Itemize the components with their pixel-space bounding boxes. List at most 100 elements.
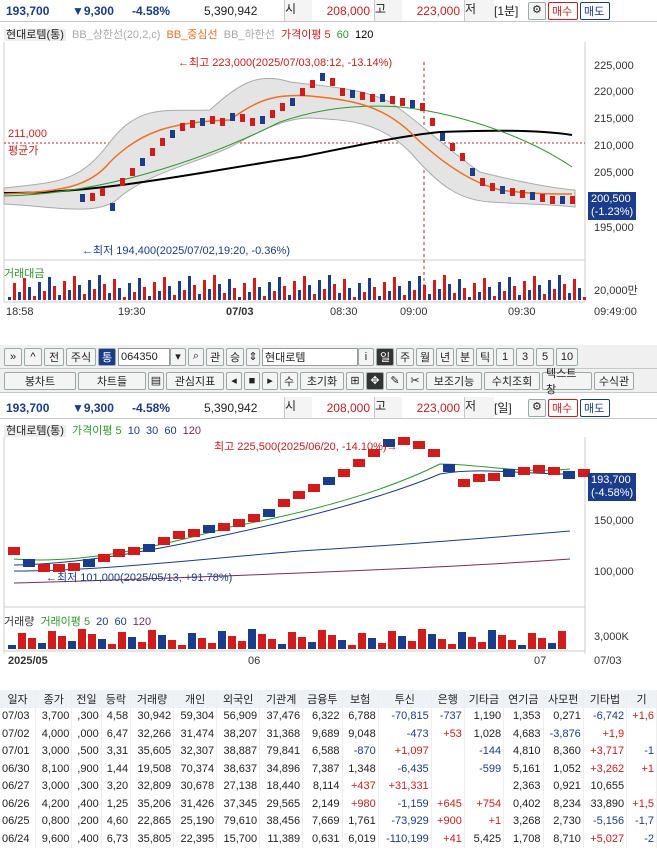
- market-all-button[interactable]: 전: [44, 347, 64, 366]
- table-cell: -70,815: [378, 707, 432, 725]
- volume-bar: [268, 639, 276, 649]
- collapse-icon[interactable]: »: [4, 347, 22, 366]
- column-header[interactable]: 기타금: [464, 690, 505, 708]
- volume-bar: [228, 279, 231, 300]
- gear-icon[interactable]: ⚙: [528, 398, 546, 417]
- market-stock-button[interactable]: 주식: [66, 347, 96, 366]
- num-button[interactable]: 1: [496, 347, 514, 366]
- compare-button[interactable]: 승: [226, 347, 244, 366]
- candle: [220, 118, 225, 126]
- column-header[interactable]: 연기금: [503, 690, 544, 708]
- column-header[interactable]: 사모펀: [543, 690, 584, 708]
- daily-chart[interactable]: 현대로템(통) 가격이평 5 10 30 60 120 최고 225,500(2…: [0, 419, 657, 669]
- table-row[interactable]: 07/03 3,700,300 4,58 30,942 59,304 56,909 37,4…: [0, 707, 657, 725]
- num-button[interactable]: 3: [516, 347, 534, 366]
- open-label: 시: [284, 0, 312, 21]
- table-cell: 06/30: [0, 760, 37, 778]
- column-header[interactable]: 일자: [0, 690, 37, 708]
- aux-button[interactable]: 보조기능: [426, 371, 482, 390]
- period-i-button[interactable]: i: [358, 347, 374, 366]
- candle: [200, 118, 205, 126]
- column-header[interactable]: 보험: [342, 690, 379, 708]
- column-header[interactable]: 기관계: [259, 690, 304, 708]
- move-icon[interactable]: ✥: [366, 371, 384, 390]
- text-window-button[interactable]: 텍스트 창: [542, 368, 592, 396]
- search-icon[interactable]: ⌕: [188, 347, 204, 366]
- volume-bar: [548, 280, 551, 300]
- column-header[interactable]: 기타법: [583, 690, 628, 708]
- dropdown-icon[interactable]: ▾: [170, 347, 186, 366]
- save-icon[interactable]: ▤: [148, 371, 164, 390]
- column-header[interactable]: 외국인: [216, 690, 261, 708]
- table-cell: +1,6: [626, 707, 657, 725]
- candle: [98, 554, 110, 562]
- table-cell: 4,60: [101, 812, 132, 830]
- period-minute-button[interactable]: 분: [456, 347, 474, 366]
- name-field[interactable]: 현대로템: [262, 347, 358, 366]
- column-header[interactable]: 투신: [378, 690, 432, 708]
- interval-label[interactable]: [일]: [494, 401, 512, 415]
- table-row[interactable]: 06/30 8,100,900 1,44 19,508 70,374 38,637 34,8…: [0, 760, 657, 778]
- column-header[interactable]: 등락: [101, 690, 132, 708]
- tool-icon[interactable]: ✎: [386, 371, 404, 390]
- sell-button[interactable]: 매도: [580, 1, 610, 20]
- table-cell: 0,631: [302, 830, 343, 848]
- up-icon[interactable]: ^: [24, 347, 42, 366]
- table-row[interactable]: 07/01 3,000,500 3,31 35,605 32,307 38,887 79,8…: [0, 742, 657, 760]
- charts-button[interactable]: 차트들: [78, 371, 146, 390]
- gear-icon[interactable]: ⚙: [528, 1, 546, 20]
- updown-icon[interactable]: ⇕: [246, 347, 260, 366]
- buy-button[interactable]: 매수: [548, 1, 578, 20]
- watch-button[interactable]: 관: [206, 347, 224, 366]
- period-month-button[interactable]: 월: [416, 347, 434, 366]
- column-header[interactable]: 기: [626, 690, 657, 708]
- minute-chart[interactable]: 현대로템(통) BB_상한선(20,2,c) BB_중심선 BB_하한선 가격이…: [0, 22, 657, 322]
- table-row[interactable]: 06/25 0,800,200 4,60 22,865 25,190 79,610 38,4…: [0, 812, 657, 830]
- period-day-button[interactable]: 일: [376, 347, 394, 366]
- column-header[interactable]: 전일: [71, 690, 102, 708]
- scissor-icon[interactable]: ✂: [406, 371, 424, 390]
- candle: [248, 514, 260, 522]
- table-cell: -1: [626, 742, 657, 760]
- column-header[interactable]: 거래량: [130, 690, 175, 708]
- candle-chart-button[interactable]: 봉차트: [4, 371, 76, 390]
- buy-button[interactable]: 매수: [548, 398, 578, 417]
- column-header[interactable]: 개인: [173, 690, 218, 708]
- column-header[interactable]: 은행: [431, 690, 465, 708]
- prev-icon[interactable]: ◂: [226, 371, 242, 390]
- tong-icon[interactable]: 통: [98, 347, 116, 366]
- volume-bar: [208, 289, 211, 300]
- table-row[interactable]: 06/24 9,600,400 6,73 35,805 22,395 15,700 11,3…: [0, 830, 657, 848]
- candle: [458, 479, 470, 487]
- period-year-button[interactable]: 년: [436, 347, 454, 366]
- stop-icon[interactable]: ■: [244, 371, 260, 390]
- table-row[interactable]: 07/02 4,000,000 6,47 32,266 31,474 38,207 31,3…: [0, 725, 657, 743]
- period-week-button[interactable]: 주: [396, 347, 414, 366]
- indicator-button[interactable]: 관심지표: [166, 371, 224, 390]
- formula-button[interactable]: 수식관: [594, 371, 634, 390]
- volume-bar: [518, 645, 526, 649]
- column-header[interactable]: 금융투: [302, 690, 343, 708]
- candle: [420, 103, 425, 111]
- grid-icon[interactable]: ⊞: [346, 371, 364, 390]
- chart2-canvas: [3, 437, 590, 654]
- period-tick-button[interactable]: 틱: [476, 347, 494, 366]
- table-row[interactable]: 06/26 4,200,400 1,25 35,206 31,426 37,345 29,5…: [0, 795, 657, 813]
- count-button[interactable]: 수: [280, 371, 298, 390]
- code-input[interactable]: 064350: [118, 347, 170, 366]
- reset-button[interactable]: 초기화: [300, 371, 344, 390]
- value-lookup-button[interactable]: 수치조회: [484, 371, 540, 390]
- volume-bar: [88, 280, 91, 300]
- next-icon[interactable]: ▸: [262, 371, 278, 390]
- num-button[interactable]: 10: [556, 347, 578, 366]
- volume-bar: [93, 289, 96, 300]
- interval-label[interactable]: [1분]: [494, 4, 519, 18]
- candle: [83, 559, 95, 567]
- sell-button[interactable]: 매도: [580, 398, 610, 417]
- candle: [240, 114, 245, 122]
- table-cell: 4,58: [101, 707, 132, 725]
- table-row[interactable]: 06/27 3,000,300 3,20 32,809 30,678 27,138 18,4…: [0, 777, 657, 795]
- column-header[interactable]: 종가: [35, 690, 73, 708]
- table-cell: 7,387: [302, 760, 343, 778]
- num-button[interactable]: 5: [536, 347, 554, 366]
